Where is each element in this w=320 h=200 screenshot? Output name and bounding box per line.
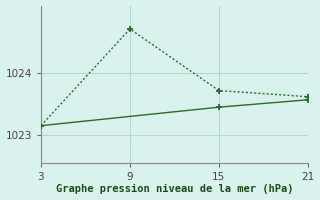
X-axis label: Graphe pression niveau de la mer (hPa): Graphe pression niveau de la mer (hPa) — [56, 184, 293, 194]
